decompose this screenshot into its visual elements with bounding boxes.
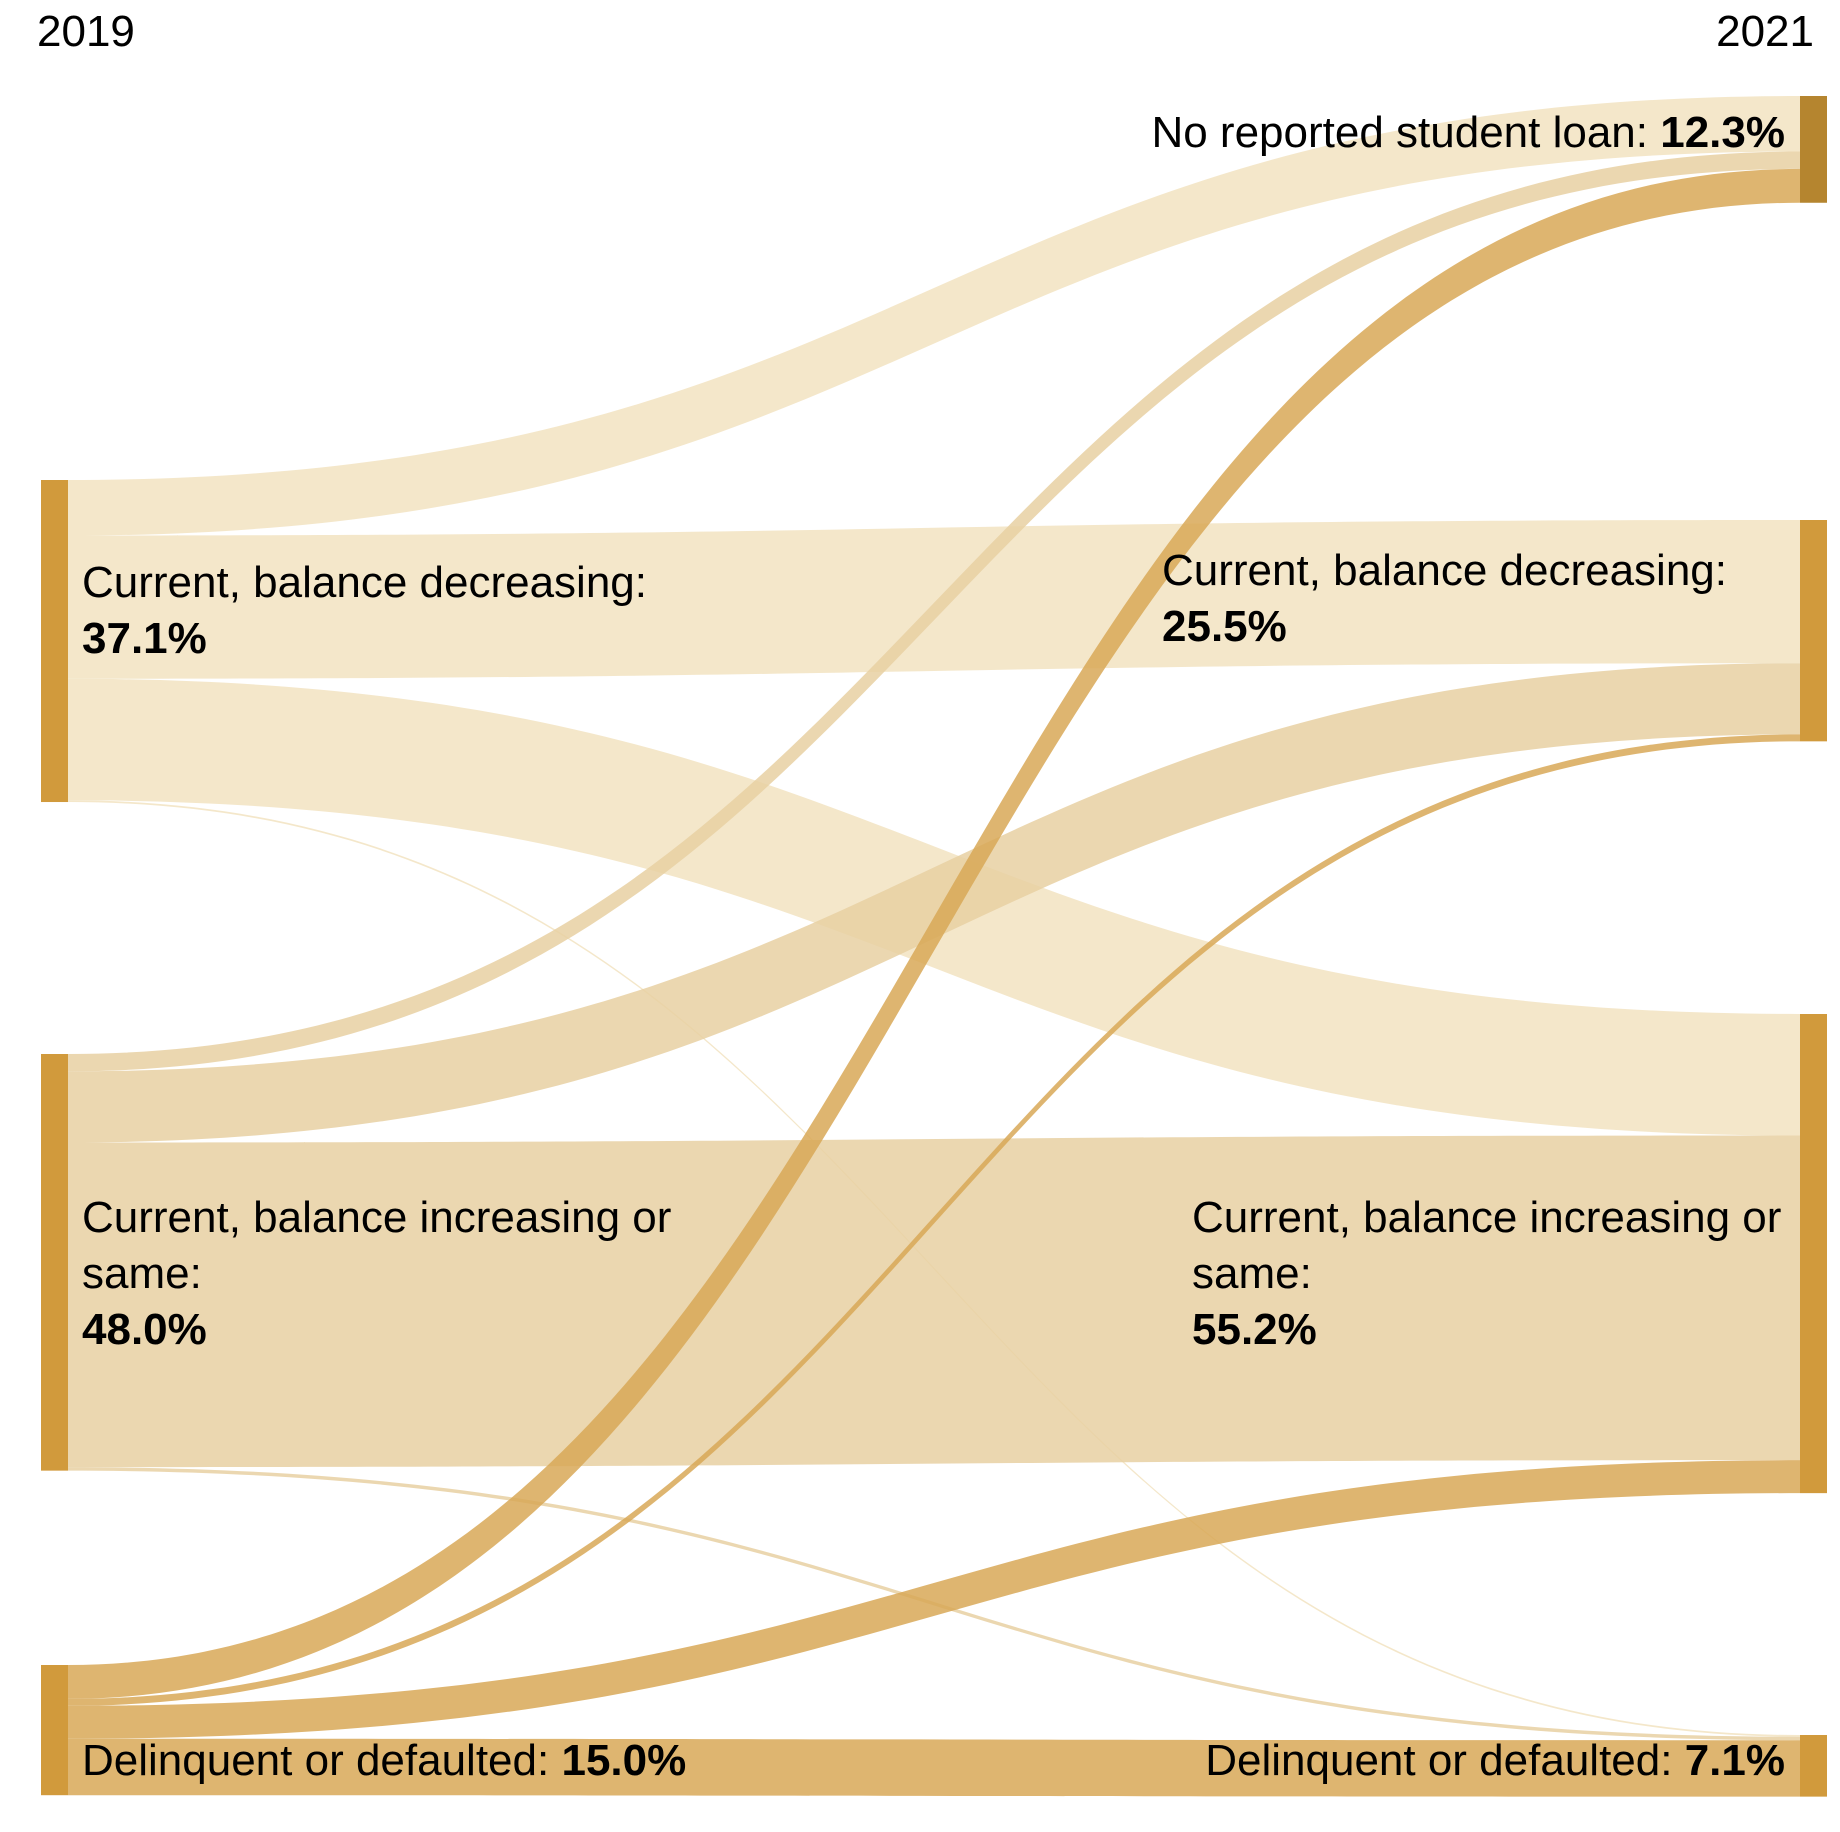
flow-s_dec-to-t_dec [68,520,1800,679]
flow-s_inc-to-t_none [68,151,1800,1072]
flow-s_del-to-t_dec [68,734,1800,1706]
source-label-delinquent: Delinquent or defaulted: 15.0% [82,1736,687,1785]
flow-s_del-to-t_none [68,168,1800,1699]
flow-s_del-to-t_del [68,1738,1800,1797]
source-label-balance-decreasing: Current, balance decreasing: 37.1% [82,558,647,663]
node-t_none [1800,96,1827,203]
node-s_inc [41,1054,68,1471]
node-t_dec [1800,520,1827,742]
source-label-balance-increasing: Current, balance increasing or same: 48.… [82,1193,672,1354]
target-label-delinquent: Delinquent or defaulted: 7.1% [1205,1736,1785,1785]
source-year-label: 2019 [37,7,135,56]
node-s_del [41,1665,68,1796]
node-t_del [1800,1735,1827,1797]
flow-s_inc-to-t_inc [68,1135,1800,1468]
target-label-balance-decreasing: Current, balance decreasing: 25.5% [1162,546,1727,651]
flow-s_del-to-t_inc [68,1460,1800,1739]
flows [68,96,1800,1797]
flow-s_inc-to-t_dec [68,663,1800,1143]
target-label-no-loan: No reported student loan: 12.3% [1151,108,1785,157]
node-s_dec [41,480,68,803]
flow-s_dec-to-t_none [68,96,1800,536]
target-label-balance-increasing: Current, balance increasing or same: 55.… [1192,1193,1782,1354]
node-t_inc [1800,1014,1827,1494]
target-year-label: 2021 [1716,7,1814,56]
